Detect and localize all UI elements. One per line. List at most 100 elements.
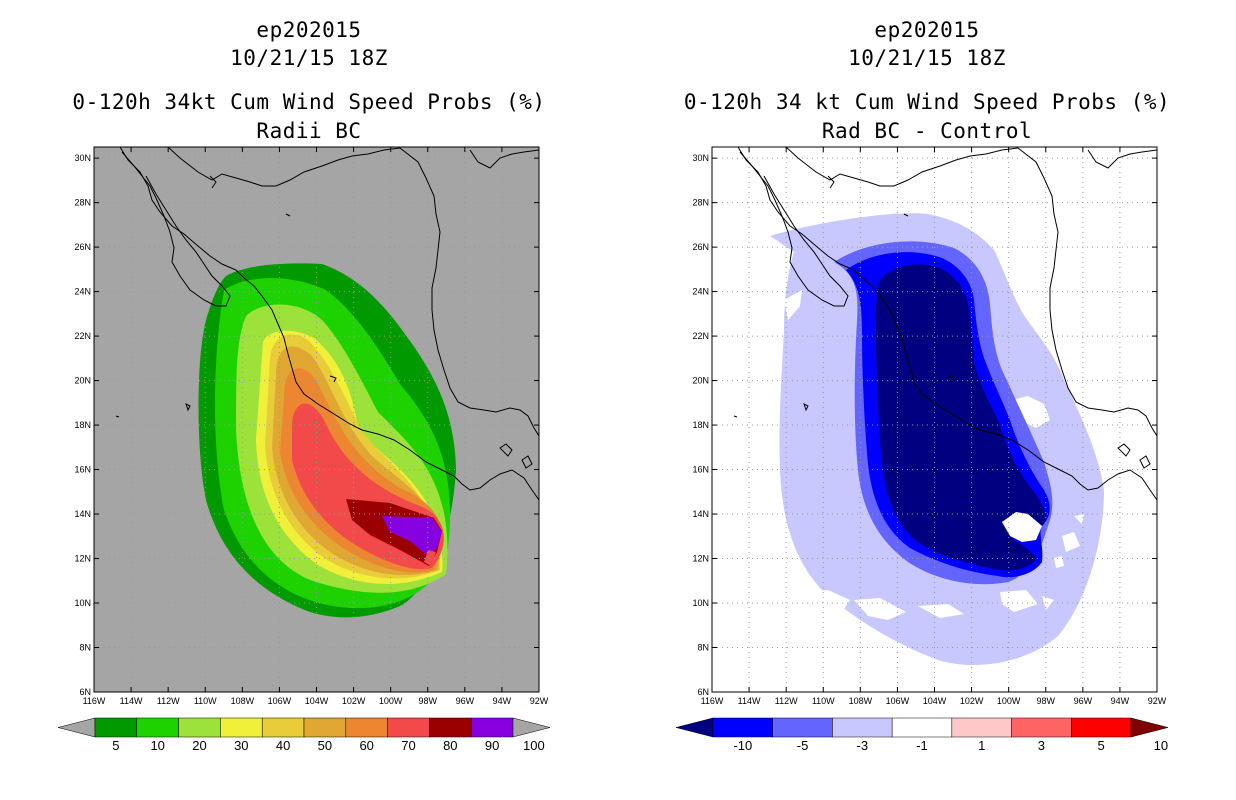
y-tick-label: 18N	[74, 420, 91, 430]
right-coastlines	[733, 147, 1157, 501]
contour-hole	[1074, 514, 1084, 524]
x-tick-label: 110W	[194, 696, 217, 706]
colorbar-label: 5	[112, 738, 119, 753]
x-tick-label: 116W	[83, 696, 106, 706]
colorbar-swatch	[1071, 717, 1132, 738]
x-tick-label: 100W	[997, 696, 1021, 706]
colorbar-swatch	[470, 717, 514, 738]
y-tick-label: 30N	[74, 153, 91, 163]
colorbar-swatch	[891, 717, 953, 738]
contour-hole	[1000, 590, 1038, 612]
left-gridlines	[94, 147, 539, 692]
y-tick-label: 22N	[692, 331, 709, 341]
colorbar-label: 50	[318, 738, 332, 753]
x-tick-label: 112W	[157, 696, 180, 706]
x-tick-label: 106W	[886, 696, 910, 706]
x-tick-label: 102W	[960, 696, 984, 706]
colorbar-swatch	[832, 717, 893, 738]
right-axis-ticks: 116W 114W 112W 110W 108W 106W 104W 102W 100W 98W 9…	[692, 147, 1167, 706]
colorbar-swatch	[772, 717, 833, 738]
x-tick-label: 96W	[456, 696, 475, 706]
x-tick-label: 94W	[493, 696, 512, 706]
colorbar-label: 60	[359, 738, 373, 753]
contour-hole	[1062, 532, 1080, 552]
y-tick-label: 20N	[692, 376, 709, 386]
y-tick-label: 10N	[692, 598, 709, 608]
colorbar-over-arrow	[512, 717, 551, 738]
x-tick-label: 102W	[342, 696, 366, 706]
x-tick-label: 116W	[701, 696, 724, 706]
y-tick-label: 24N	[74, 287, 91, 297]
x-tick-label: 106W	[268, 696, 292, 706]
x-tick-label: 98W	[1036, 696, 1055, 706]
left-map: 116W 114W 112W 110W 108W 106W 104W 102W 100W 98W 9…	[57, 146, 551, 753]
right-date: 10/21/15 18Z	[848, 46, 1006, 70]
y-tick-label: 28N	[692, 198, 709, 208]
colorbar-label: 30	[234, 738, 248, 753]
x-tick-label: 94W	[1111, 696, 1130, 706]
x-tick-label: 112W	[775, 696, 798, 706]
y-tick-label: 16N	[692, 465, 709, 475]
colorbar-swatch	[345, 717, 388, 738]
y-tick-label: 8N	[79, 643, 91, 653]
y-tick-label: 18N	[692, 420, 709, 430]
right-colorbar: -10 -5 -3 -1 1 3 5 10	[675, 717, 1169, 753]
y-tick-label: 16N	[74, 465, 91, 475]
x-tick-label: 92W	[530, 696, 549, 706]
colorbar-label: 10	[150, 738, 164, 753]
y-tick-label: 12N	[74, 554, 91, 564]
x-tick-label: 92W	[1148, 696, 1167, 706]
y-tick-label: 26N	[692, 242, 709, 252]
colorbar-swatch	[951, 717, 1012, 738]
colorbar-label: -10	[733, 738, 752, 753]
colorbar-label: -1	[916, 738, 928, 753]
colorbar-label: 10	[1154, 738, 1168, 753]
colorbar-label: 40	[276, 738, 290, 753]
left-chart-panel: ep202015 10/21/15 18Z 0-120h 34kt Cum Wi…	[57, 18, 551, 753]
right-gridlines	[712, 147, 1157, 692]
y-tick-label: 28N	[74, 198, 91, 208]
colorbar-swatch	[261, 717, 305, 738]
colorbar-over-arrow	[1130, 717, 1169, 738]
y-tick-label: 8N	[697, 643, 709, 653]
right-chart-title: 0-120h 34 kt Cum Wind Speed Probs (%)	[683, 90, 1171, 114]
contour-edge-strip	[424, 550, 436, 566]
x-tick-label: 98W	[418, 696, 437, 706]
left-colorbar: 5 10 20 30 40 50 60 70 80 90 100	[57, 717, 551, 753]
colorbar-swatch	[303, 717, 347, 738]
y-tick-label: 6N	[79, 687, 91, 697]
x-tick-label: 110W	[812, 696, 835, 706]
y-tick-label: 26N	[74, 242, 91, 252]
left-coastlines	[115, 147, 539, 501]
colorbar-swatch	[94, 717, 138, 738]
colorbar-label: 80	[443, 738, 457, 753]
contour-hole	[784, 290, 802, 320]
colorbar-label: 20	[192, 738, 206, 753]
contour-hole	[798, 590, 850, 612]
right-chart-panel: ep202015 10/21/15 18Z 0-120h 34 kt Cum W…	[618, 0, 1236, 800]
right-storm-id: ep202015	[874, 18, 980, 42]
right-contours	[770, 213, 1104, 666]
right-chart-subtitle: Rad BC - Control	[821, 119, 1033, 143]
contour-hole	[1002, 512, 1042, 542]
y-tick-label: 10N	[74, 598, 91, 608]
y-tick-label: 6N	[697, 687, 709, 697]
x-tick-label: 108W	[231, 696, 255, 706]
colorbar-swatch	[387, 717, 430, 738]
colorbar-label: 3	[1038, 738, 1045, 753]
contour-hole	[1014, 262, 1030, 272]
colorbar-under-arrow	[675, 717, 714, 738]
x-tick-label: 100W	[379, 696, 403, 706]
y-tick-label: 30N	[692, 153, 709, 163]
y-tick-label: 20N	[74, 376, 91, 386]
colorbar-label: -5	[797, 738, 809, 753]
left-storm-id: ep202015	[256, 18, 362, 42]
x-tick-label: 96W	[1074, 696, 1093, 706]
right-map: 116W 114W 112W 110W 108W 106W 104W 102W 100W 98W 9…	[675, 146, 1169, 753]
left-chart-title: 0-120h 34kt Cum Wind Speed Probs (%)	[72, 90, 546, 114]
left-axis-ticks: 116W 114W 112W 110W 108W 106W 104W 102W 100W 98W 9…	[74, 147, 549, 706]
x-tick-label: 114W	[738, 696, 761, 706]
colorbar-swatch	[136, 717, 179, 738]
colorbar-swatch	[429, 717, 472, 738]
colorbar-label: 90	[485, 738, 499, 753]
